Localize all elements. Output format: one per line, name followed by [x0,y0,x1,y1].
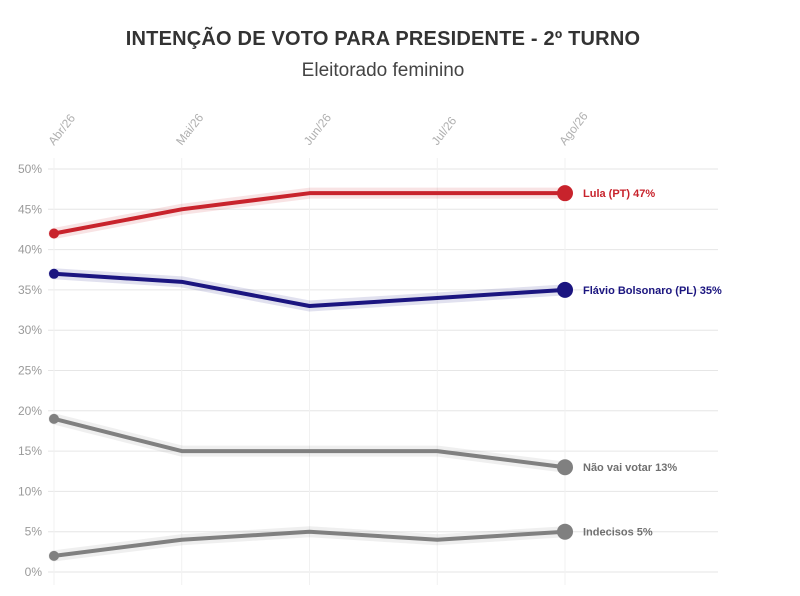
y-tick-label: 10% [18,484,42,498]
data-point-start [49,413,59,424]
y-tick-label: 35% [18,283,42,297]
y-tick-label: 0% [25,565,43,579]
data-point-start [49,268,59,279]
x-tick-label: Jul/26 [429,114,460,148]
series-end-label: Indecisos 5% [583,527,653,539]
x-tick-label: Jun/26 [301,111,334,148]
data-point-end [557,459,573,476]
y-tick-label: 30% [18,323,42,337]
chart-title: INTENÇÃO DE VOTO PARA PRESIDENTE - 2º TU… [125,28,641,50]
data-point-end [557,281,573,298]
y-tick-label: 50% [18,162,42,176]
y-axis: 0% 5% 10% 15% 20% 25% 30% 35% 40% 45% 50% [18,162,42,579]
data-point-start [49,228,59,239]
chart-subtitle: Eleitorado feminino [301,60,465,81]
series-line [52,529,567,558]
y-tick-label: 25% [18,364,42,378]
y-tick-label: 40% [18,243,42,257]
series-end-label: Não vai votar 13% [583,462,677,474]
series-end-label: Lula (PT) 47% [583,188,655,200]
x-tick-label: Abr/26 [45,111,78,148]
y-tick-label: 5% [25,525,43,539]
grid-lines [48,158,718,585]
series-line [52,271,567,309]
data-point-end [557,185,573,202]
data-point-end [557,523,573,540]
y-tick-label: 15% [18,444,42,458]
x-tick-label: Ago/26 [556,109,591,148]
series-lines [48,185,573,562]
data-point-start [49,550,59,561]
series-end-label: Flávio Bolsonaro (PL) 35% [583,285,722,297]
y-tick-label: 45% [18,202,42,216]
x-tick-label: Mai/26 [173,111,206,148]
series-line [52,416,567,470]
y-tick-label: 20% [18,404,42,418]
series-line [52,191,567,236]
x-axis: Abr/26 Mai/26 Jun/26 Jul/26 Ago/26 [45,109,591,148]
end-labels: Lula (PT) 47% Flávio Bolsonaro (PL) 35% Nã… [583,188,722,539]
